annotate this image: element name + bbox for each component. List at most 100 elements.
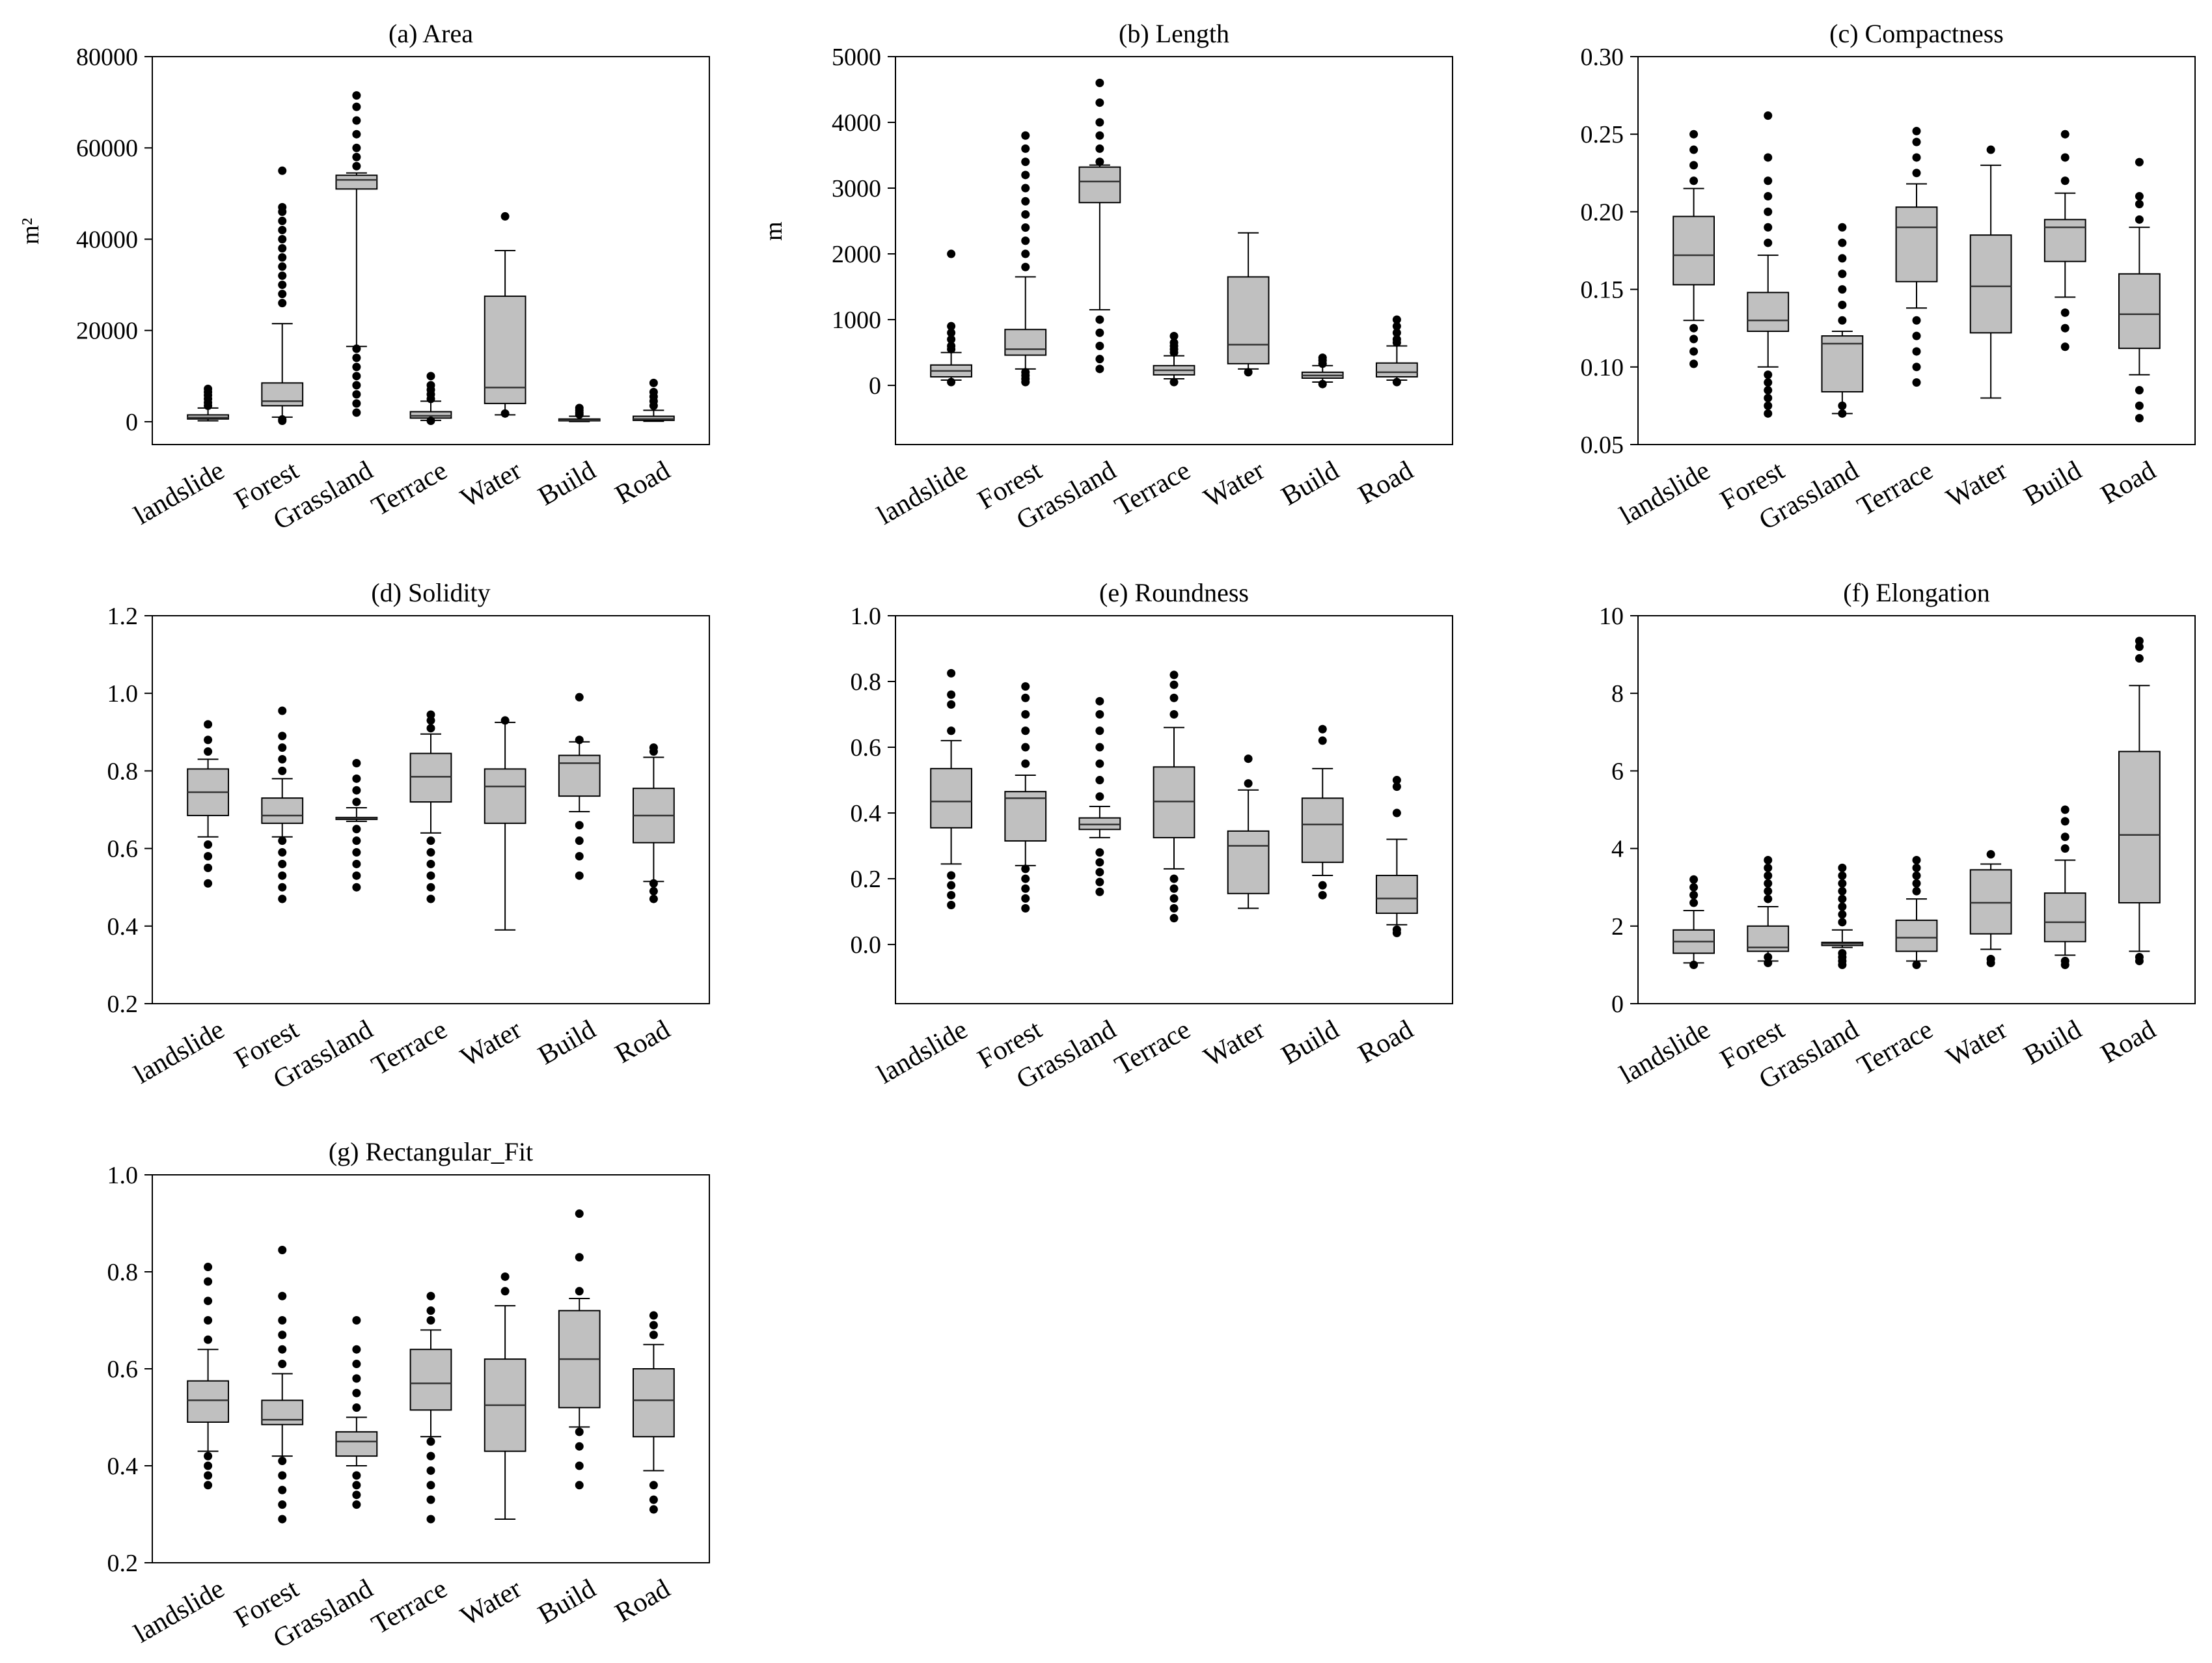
box-road bbox=[1376, 776, 1418, 937]
outlier-point bbox=[2060, 153, 2069, 162]
outlier-point bbox=[1838, 223, 1847, 232]
outlier-point bbox=[1392, 328, 1401, 337]
category-label-terrace: Terrace bbox=[367, 1015, 452, 1081]
outlier-point bbox=[575, 1287, 584, 1296]
iqr-box bbox=[558, 754, 601, 797]
outlier-point bbox=[1095, 131, 1104, 140]
category-label-build: Build bbox=[533, 1015, 601, 1071]
outlier-point bbox=[575, 836, 584, 845]
plot-frame bbox=[895, 56, 1453, 445]
outlier-point bbox=[1318, 890, 1327, 900]
outlier-point bbox=[426, 871, 435, 880]
y-tick-label: 6 bbox=[1611, 758, 1624, 785]
category-label-road: Road bbox=[1354, 456, 1419, 510]
outlier-point bbox=[1838, 918, 1847, 927]
outlier-point bbox=[1838, 285, 1847, 294]
category-label-landslide: landslide bbox=[1615, 456, 1715, 531]
outlier-point bbox=[2060, 130, 2069, 139]
box-landslide bbox=[1673, 875, 1715, 969]
box-forest bbox=[1747, 855, 1790, 967]
chart-title: (g) Rectangular_Fit bbox=[329, 1137, 533, 1166]
chart-panel-1: (b) Length 0 1000 2000 3000 4000 5000 m landslid… bbox=[760, 19, 1453, 536]
outlier-point bbox=[500, 716, 510, 725]
outlier-point bbox=[204, 384, 213, 393]
outlier-point bbox=[204, 1263, 213, 1272]
box-road bbox=[633, 743, 675, 903]
outlier-point bbox=[500, 212, 510, 221]
outlier-point bbox=[2135, 192, 2144, 201]
outlier-point bbox=[1392, 315, 1401, 324]
outlier-point bbox=[649, 879, 658, 888]
outlier-point bbox=[1838, 902, 1847, 911]
category-label-road: Road bbox=[2096, 456, 2161, 510]
box-build bbox=[558, 693, 601, 880]
outlier-point bbox=[1912, 169, 1921, 178]
outlier-point bbox=[352, 859, 361, 868]
outlier-point bbox=[1689, 335, 1699, 344]
iqr-box bbox=[409, 752, 452, 803]
outlier-point bbox=[1764, 401, 1773, 410]
outlier-point bbox=[1838, 871, 1847, 880]
box-water bbox=[1969, 850, 2012, 967]
outlier-point bbox=[204, 735, 213, 745]
outlier-point bbox=[352, 152, 361, 161]
outlier-point bbox=[2135, 158, 2144, 167]
box-water bbox=[484, 716, 526, 931]
category-label-water: Water bbox=[1941, 1015, 2012, 1073]
outlier-point bbox=[575, 693, 584, 702]
outlier-point bbox=[1095, 328, 1104, 337]
outlier-point bbox=[426, 716, 435, 725]
iqr-box bbox=[1227, 276, 1270, 364]
chart-title: (c) Compactness bbox=[1829, 19, 2004, 48]
outlier-point bbox=[278, 1291, 287, 1300]
outlier-point bbox=[2060, 323, 2069, 333]
y-tick-label: 0.0 bbox=[851, 931, 882, 959]
outlier-point bbox=[278, 216, 287, 225]
box-grassland bbox=[1821, 863, 1864, 969]
outlier-point bbox=[278, 1330, 287, 1340]
outlier-point bbox=[1095, 710, 1104, 719]
iqr-box bbox=[1153, 766, 1195, 838]
box-build bbox=[1301, 724, 1344, 900]
outlier-point bbox=[1912, 960, 1921, 969]
outlier-point bbox=[2135, 199, 2144, 208]
y-tick-label: 0.8 bbox=[851, 668, 882, 696]
outlier-point bbox=[1838, 879, 1847, 888]
outlier-point bbox=[1838, 269, 1847, 279]
outlier-point bbox=[947, 335, 956, 344]
outlier-point bbox=[2135, 215, 2144, 224]
box-forest bbox=[261, 706, 304, 903]
box-forest bbox=[1747, 111, 1790, 418]
box-build bbox=[2043, 805, 2086, 969]
box-road bbox=[2118, 637, 2161, 965]
outlier-point bbox=[204, 1316, 213, 1325]
outlier-point bbox=[1912, 886, 1921, 896]
category-label-landslide: landslide bbox=[129, 1015, 229, 1090]
outlier-point bbox=[352, 390, 361, 399]
outlier-point bbox=[649, 886, 658, 896]
outlier-point bbox=[1095, 877, 1104, 886]
outlier-point bbox=[1169, 884, 1179, 893]
outlier-point bbox=[278, 234, 287, 243]
outlier-point bbox=[1095, 743, 1104, 752]
y-tick-label: 0.6 bbox=[107, 1356, 139, 1383]
outlier-point bbox=[1986, 954, 1995, 963]
box-terrace bbox=[409, 1291, 452, 1524]
outlier-point bbox=[575, 1442, 584, 1451]
outlier-point bbox=[1021, 158, 1030, 167]
outlier-point bbox=[1764, 111, 1773, 120]
box-grassland bbox=[1821, 223, 1864, 418]
outlier-point bbox=[500, 409, 510, 418]
y-tick-label: 1000 bbox=[832, 307, 881, 334]
outlier-point bbox=[352, 774, 361, 783]
category-label-landslide: landslide bbox=[872, 456, 972, 531]
outlier-point bbox=[278, 848, 287, 857]
outlier-point bbox=[1095, 364, 1104, 374]
outlier-point bbox=[1095, 848, 1104, 857]
outlier-point bbox=[1169, 904, 1179, 913]
outlier-point bbox=[278, 859, 287, 868]
y-tick-label: 0.05 bbox=[1581, 432, 1624, 459]
outlier-point bbox=[947, 726, 956, 735]
outlier-point bbox=[1021, 743, 1030, 752]
